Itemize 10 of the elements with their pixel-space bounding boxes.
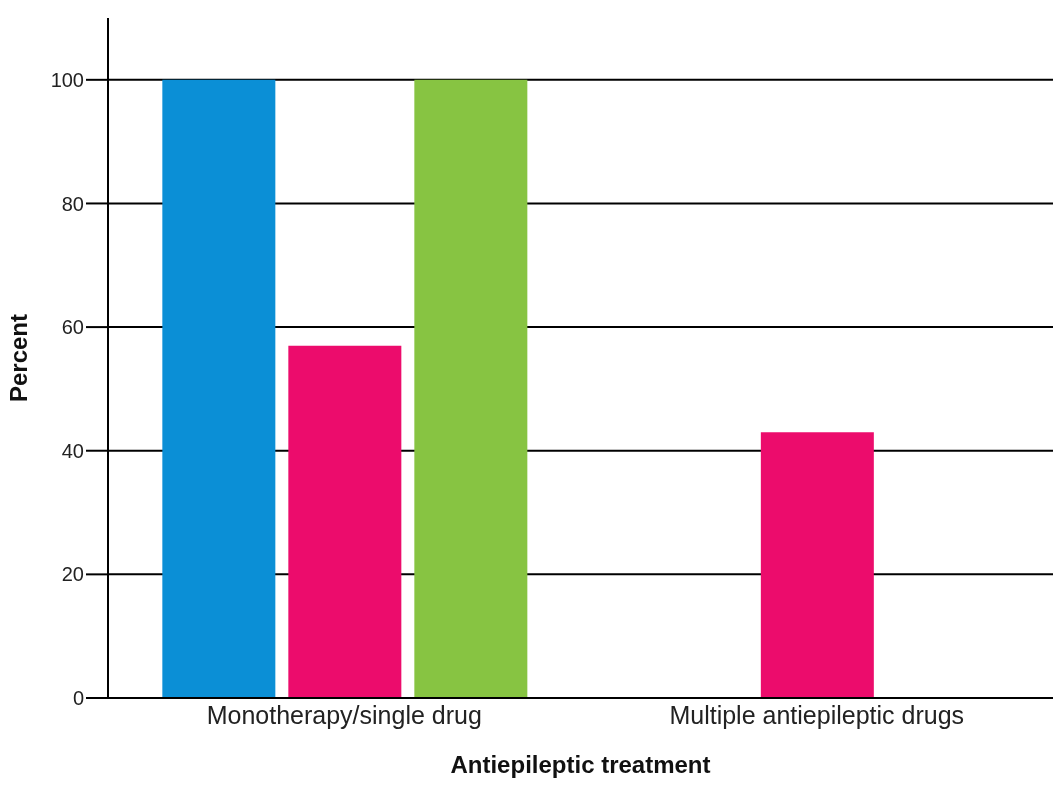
x-axis-title: Antiepileptic treatment xyxy=(450,751,711,778)
y-tick-label: 20 xyxy=(61,563,84,586)
x-tick-label: Monotherapy/single drug xyxy=(206,700,482,729)
y-tick-label: 0 xyxy=(72,687,84,710)
y-tick-label: 80 xyxy=(61,192,84,215)
y-tick-label: 100 xyxy=(50,68,84,91)
y-axis-title: Percent xyxy=(4,313,32,403)
y-tick-label: 60 xyxy=(61,316,84,339)
x-tick-label: Multiple antiepileptic drugs xyxy=(669,700,965,729)
y-tick-label: 40 xyxy=(61,439,84,462)
